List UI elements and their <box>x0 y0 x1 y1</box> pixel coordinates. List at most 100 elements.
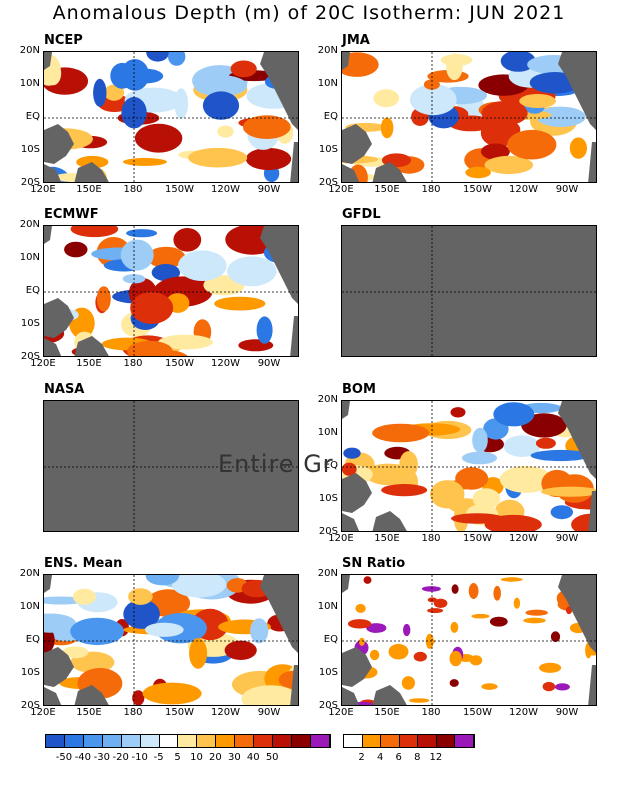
lon-label: 180 <box>421 533 441 544</box>
anomaly-patch <box>450 621 459 633</box>
anomaly-patch <box>104 84 125 101</box>
lat-label: 10N <box>19 78 40 89</box>
anomaly-patch <box>250 618 269 644</box>
land-mass <box>558 52 596 130</box>
anomaly-patch <box>217 125 234 138</box>
lat-label: 20N <box>19 568 40 579</box>
anomaly-patch <box>403 623 411 637</box>
anomaly-patch <box>188 147 248 168</box>
land-mass <box>342 687 360 705</box>
lon-label: 150W <box>165 358 194 369</box>
colorbar-swatch <box>418 735 437 747</box>
anomaly-patch <box>500 577 523 582</box>
land-mass <box>260 226 298 304</box>
anomaly-patch <box>586 651 596 656</box>
anomaly-patch <box>139 350 188 356</box>
anomaly-patch <box>45 61 62 86</box>
colorbar-swatch <box>83 735 103 747</box>
anomaly-patch <box>550 631 561 643</box>
land-mass <box>44 575 52 593</box>
anomaly-patch <box>366 623 387 633</box>
land-mass <box>290 665 298 705</box>
lat-label: 10N <box>19 252 40 263</box>
anomaly-patch <box>373 89 400 108</box>
land-mass <box>342 575 350 593</box>
sn-colorbar <box>343 734 475 748</box>
lon-label: 150E <box>374 184 400 195</box>
colorbar-swatch <box>121 735 141 747</box>
lat-label: EQ <box>25 111 40 122</box>
anomaly-patch <box>126 229 158 238</box>
colorbar-tick-label: 6 <box>395 752 402 763</box>
anomaly-patch <box>342 52 379 77</box>
anomaly-patch <box>481 101 528 126</box>
land-mass <box>558 575 596 653</box>
anomaly-patch <box>202 91 240 120</box>
land-mass <box>342 647 372 687</box>
anomaly-patch <box>347 619 372 629</box>
land-mass <box>372 162 407 182</box>
land-mass <box>342 124 372 164</box>
lon-label: 150W <box>463 184 492 195</box>
colorbar-swatch <box>102 735 122 747</box>
lon-label: 120E <box>30 707 56 718</box>
anomaly-patch <box>413 651 427 662</box>
lon-label: 120W <box>509 533 538 544</box>
lon-label: 180 <box>123 707 143 718</box>
anomaly-patch <box>132 690 145 705</box>
anomaly-patch <box>44 613 76 633</box>
lon-label: 90W <box>257 707 281 718</box>
map-panel-sn <box>341 574 597 706</box>
land-mass <box>44 226 52 244</box>
lat-label: 10N <box>317 601 338 612</box>
anomaly-patch <box>342 462 357 476</box>
colorbar-swatch <box>455 735 474 747</box>
map-panel-bom <box>341 400 597 532</box>
anomaly-patch <box>493 585 501 601</box>
anomaly-patch <box>381 484 428 497</box>
land-mass <box>74 336 109 356</box>
anomaly-patch <box>569 137 587 159</box>
anomaly-patch <box>93 78 107 107</box>
anomaly-patch <box>343 447 361 459</box>
lat-label: 10S <box>20 144 40 155</box>
lat-label: 20S <box>318 526 338 537</box>
anomaly-patch <box>142 682 202 705</box>
anomaly-patch <box>542 681 556 692</box>
anomaly-patch <box>168 52 186 66</box>
anomaly-patch <box>523 617 546 624</box>
map-panel-gfdl <box>341 225 597 357</box>
lon-label: 150E <box>76 358 102 369</box>
colorbar-tick-label: -10 <box>131 752 148 763</box>
anomaly-patch <box>455 467 489 490</box>
panel-title-ecmwf: ECMWF <box>44 207 99 222</box>
land-mass <box>44 52 52 70</box>
colorbar-tick-label: 10 <box>190 752 203 763</box>
anomaly-patch <box>450 407 466 418</box>
lat-label: 20S <box>318 700 338 711</box>
anomaly-patch <box>130 292 174 324</box>
lon-label: 150W <box>463 707 492 718</box>
anomaly-patch <box>256 316 273 344</box>
colorbar-tick-label: 2 <box>358 752 365 763</box>
colorbar-tick-label: 5 <box>174 752 181 763</box>
lon-label: 120E <box>30 184 56 195</box>
anomaly-patch <box>372 423 430 443</box>
map-panel-ncep <box>43 51 299 183</box>
lon-label: 180 <box>123 184 143 195</box>
anomaly-patch <box>425 633 434 649</box>
lon-label: 120E <box>30 358 56 369</box>
lon-label: 90W <box>555 533 579 544</box>
anomaly-patch <box>178 250 227 281</box>
lat-label: EQ <box>25 634 40 645</box>
lon-label: 90W <box>555 184 579 195</box>
land-mass <box>588 142 596 182</box>
anomaly-patch <box>530 449 591 462</box>
lat-label: 10S <box>318 667 338 678</box>
colorbar-swatch <box>362 735 382 747</box>
anomaly-patch <box>194 75 248 97</box>
colorbar-tick-label: -30 <box>93 752 110 763</box>
anomaly-patch <box>519 94 556 108</box>
colorbar-swatch <box>178 735 198 747</box>
lon-label: 120E <box>328 707 354 718</box>
